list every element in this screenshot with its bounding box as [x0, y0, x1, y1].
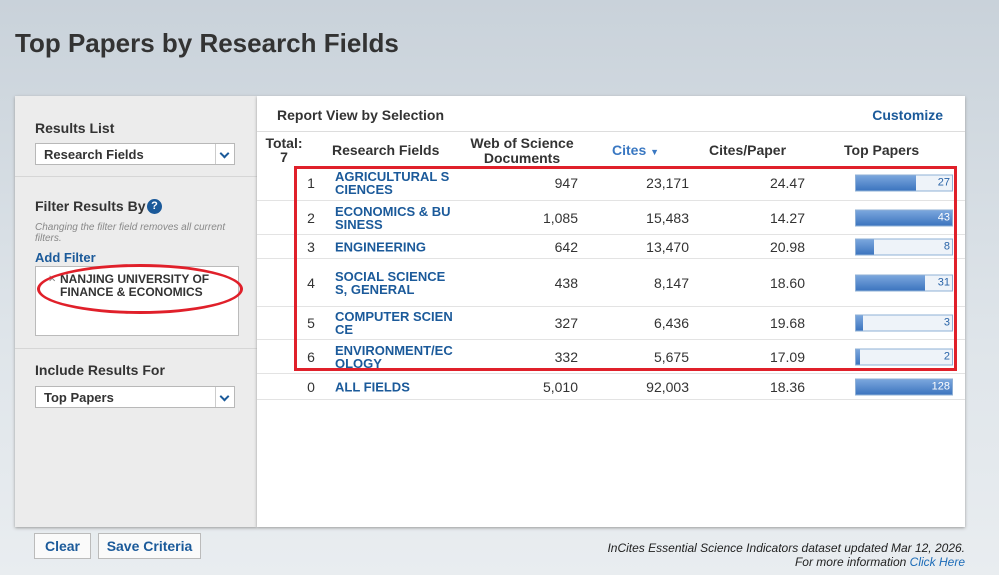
cites: 15,483 — [646, 209, 689, 226]
footer-more: For more information — [794, 555, 907, 569]
top-papers-bar: 8 — [855, 238, 953, 255]
documents: 5,010 — [542, 378, 578, 395]
documents: 642 — [554, 238, 578, 255]
rank: 5 — [307, 315, 315, 331]
results-list-value: Research Fields — [44, 147, 144, 162]
documents: 327 — [554, 315, 578, 331]
bar-label: 3 — [943, 316, 950, 329]
cites: 5,675 — [653, 348, 689, 365]
results-list-select[interactable]: Research Fields — [35, 143, 235, 165]
bar-fill — [856, 239, 874, 254]
cites-per-paper: 20.98 — [769, 238, 805, 255]
rank: 1 — [307, 175, 315, 191]
bar-label: 8 — [943, 240, 950, 252]
table-row: 2 ECONOMICS & BUSINESS 1,085 15,483 14.27 43 — [257, 201, 965, 235]
field-link[interactable]: ECONOMICS & BUSINESS — [335, 203, 451, 232]
cites-per-paper: 18.36 — [769, 378, 805, 395]
column-header: Research Fields — [332, 142, 440, 158]
bar-fill — [856, 210, 952, 225]
column-header[interactable]: Cites ▼ — [612, 142, 660, 158]
include-select[interactable]: Top Papers — [35, 386, 235, 408]
top-papers-bar: 2 — [855, 348, 953, 365]
customize-link[interactable]: Customize — [872, 107, 943, 123]
bar-fill — [856, 379, 952, 394]
rank: 3 — [307, 238, 315, 255]
top-papers-bar: 31 — [855, 274, 953, 291]
bar-fill — [856, 315, 863, 331]
help-icon[interactable]: ? — [147, 199, 162, 214]
filter-note: Changing the filter field removes all cu… — [35, 222, 226, 244]
top-papers-bar: 43 — [855, 209, 953, 226]
documents: 947 — [554, 175, 578, 191]
bar-label: 31 — [937, 276, 950, 288]
table-row: 6 ENVIRONMENT/ECOLOGY 332 5,675 17.09 2 — [257, 340, 965, 374]
bar-fill — [856, 349, 861, 364]
top-papers-bar: 128 — [855, 378, 953, 395]
column-header: Cites/Paper — [709, 142, 787, 158]
highlight-ellipse — [37, 264, 243, 314]
report-title: Report View by Selection — [277, 107, 445, 123]
highlight-box — [294, 166, 957, 371]
cites-per-paper: 18.60 — [769, 274, 805, 291]
bar-label: 43 — [937, 211, 950, 223]
results-list-label: Results List — [35, 120, 115, 136]
documents: 438 — [554, 274, 578, 291]
rank: 0 — [307, 378, 315, 395]
documents: 332 — [554, 348, 578, 365]
table-row: 5 COMPUTER SCIENCE 327 6,436 19.68 3 — [257, 307, 965, 340]
field-link[interactable]: ALL FIELDS — [335, 379, 410, 394]
cites: 6,436 — [653, 315, 689, 331]
top-papers-bar: 27 — [855, 174, 953, 192]
column-header-text: Cites — [612, 142, 647, 158]
total-count: 7 — [280, 149, 288, 165]
field-link[interactable]: AGRICULTURAL SCIENCES — [335, 169, 450, 197]
cites-per-paper: 17.09 — [769, 348, 805, 365]
save-button[interactable]: Save Criteria — [98, 533, 201, 559]
column-header: Top Papers — [844, 142, 920, 158]
filter-label: Filter Results By — [35, 198, 146, 214]
table-row: 1 AGRICULTURAL SCIENCES 947 23,171 24.47 27 — [257, 166, 965, 201]
field-link[interactable]: ENVIRONMENT/ECOLOGY — [335, 342, 453, 371]
bar-fill — [856, 175, 917, 191]
column-header: Web of Science Documents — [470, 135, 574, 166]
cites: 92,003 — [646, 378, 689, 395]
table-row: 0 ALL FIELDS 5,010 92,003 18.36 128 — [257, 374, 965, 400]
bar-label: 2 — [943, 350, 950, 362]
field-link[interactable]: SOCIAL SCIENCES, GENERAL — [335, 268, 446, 297]
bar-fill — [856, 275, 926, 290]
cites-per-paper: 14.27 — [769, 209, 805, 226]
bar-label: 128 — [931, 380, 950, 392]
table-row: 3 ENGINEERING 642 13,470 20.98 8 — [257, 235, 965, 259]
total-label: Total: — [265, 135, 303, 151]
rank: 6 — [307, 348, 315, 365]
cites: 23,171 — [646, 175, 689, 191]
include-value: Top Papers — [44, 390, 114, 405]
sidebar: Results List Research Fields Filter Resu… — [15, 96, 257, 559]
rank: 2 — [307, 209, 315, 226]
cites-per-paper: 24.47 — [769, 175, 805, 191]
footer: InCites Essential Science Indicators dat… — [607, 541, 965, 569]
rank: 4 — [307, 274, 315, 291]
top-papers-bar: 3 — [855, 314, 953, 332]
field-link[interactable]: COMPUTER SCIENCE — [335, 309, 453, 337]
cites-per-paper: 19.68 — [769, 315, 805, 331]
clear-button[interactable]: Clear — [34, 533, 91, 559]
report-panel: Report View by Selection Customize Total… — [257, 96, 965, 527]
bar-label: 27 — [937, 176, 950, 189]
cites: 8,147 — [653, 274, 689, 291]
field-link[interactable]: ENGINEERING — [335, 239, 427, 254]
footer-note: InCites Essential Science Indicators dat… — [607, 541, 965, 555]
add-filter-link[interactable]: Add Filter — [35, 250, 96, 265]
footer-link[interactable]: Click Here — [909, 555, 965, 569]
cites: 13,470 — [646, 238, 689, 255]
page-title: Top Papers by Research Fields — [15, 28, 399, 58]
documents: 1,085 — [542, 209, 578, 226]
include-label: Include Results For — [35, 362, 165, 378]
total-header: Total: 7 — [265, 136, 303, 164]
table-row: 4 SOCIAL SCIENCES, GENERAL 438 8,147 18.60 31 — [257, 259, 965, 307]
